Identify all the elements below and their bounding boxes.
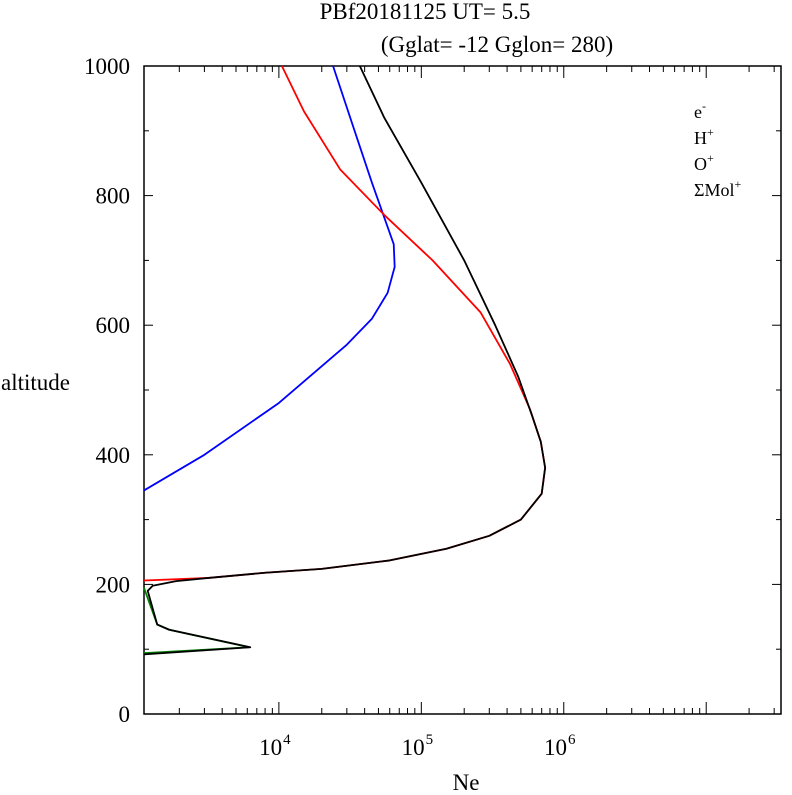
plot-frame xyxy=(143,65,782,715)
series-line-0 xyxy=(143,65,547,656)
x-tick-label: 104 xyxy=(259,732,291,760)
legend-entry: e- xyxy=(694,99,706,122)
y-axis-ticks: 0 200 400 600 800 1000 xyxy=(84,54,781,727)
y-axis-label: altitude xyxy=(1,370,70,395)
y-tick-label: 800 xyxy=(96,184,131,209)
y-tick-label: 0 xyxy=(119,702,131,727)
y-tick-label: 1000 xyxy=(84,54,130,79)
legend: e- H+ O+ ΣMol+ xyxy=(694,99,741,200)
chart-subtitle: (Gglat= -12 Gglon= 280) xyxy=(381,32,613,57)
x-tick-label: 106 xyxy=(544,732,576,760)
y-tick-label: 200 xyxy=(96,572,131,597)
legend-entry: ΣMol+ xyxy=(694,177,741,200)
y-tick-label: 400 xyxy=(96,443,131,468)
x-axis-label: Ne xyxy=(453,770,480,795)
series-layer xyxy=(143,65,547,656)
series-line-1 xyxy=(143,65,396,492)
series-line-2 xyxy=(143,65,547,582)
legend-entry: O+ xyxy=(694,151,714,174)
x-axis-ticks: 104 105 106 xyxy=(178,66,775,760)
legend-entry: H+ xyxy=(694,125,714,148)
y-tick-label: 600 xyxy=(96,313,131,338)
chart-title: PBf20181125 UT= 5.5 xyxy=(320,0,531,24)
x-tick-label: 105 xyxy=(402,732,434,760)
